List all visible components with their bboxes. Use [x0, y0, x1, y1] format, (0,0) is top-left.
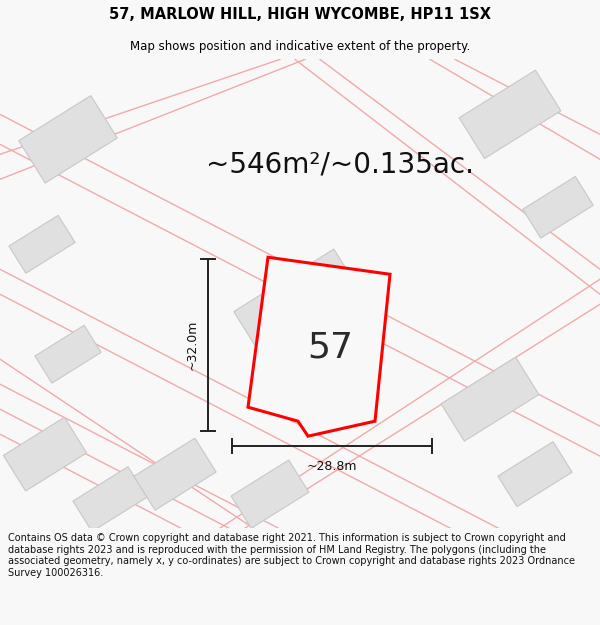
- Polygon shape: [73, 467, 147, 532]
- Text: Map shows position and indicative extent of the property.: Map shows position and indicative extent…: [130, 40, 470, 52]
- Polygon shape: [234, 249, 376, 379]
- Text: Contains OS data © Crown copyright and database right 2021. This information is : Contains OS data © Crown copyright and d…: [8, 533, 575, 578]
- Polygon shape: [498, 442, 572, 507]
- Polygon shape: [134, 438, 216, 510]
- Polygon shape: [441, 357, 539, 441]
- Polygon shape: [248, 258, 390, 436]
- Text: 57: 57: [307, 330, 353, 364]
- Polygon shape: [231, 460, 309, 528]
- Text: ~28.8m: ~28.8m: [307, 459, 357, 472]
- Text: ~32.0m: ~32.0m: [185, 320, 199, 371]
- Polygon shape: [4, 418, 86, 491]
- Text: 57, MARLOW HILL, HIGH WYCOMBE, HP11 1SX: 57, MARLOW HILL, HIGH WYCOMBE, HP11 1SX: [109, 8, 491, 22]
- Polygon shape: [35, 325, 101, 383]
- Polygon shape: [523, 176, 593, 238]
- Polygon shape: [9, 216, 75, 273]
- Polygon shape: [19, 96, 117, 183]
- Polygon shape: [459, 70, 561, 159]
- Text: ~546m²/~0.135ac.: ~546m²/~0.135ac.: [206, 151, 474, 178]
